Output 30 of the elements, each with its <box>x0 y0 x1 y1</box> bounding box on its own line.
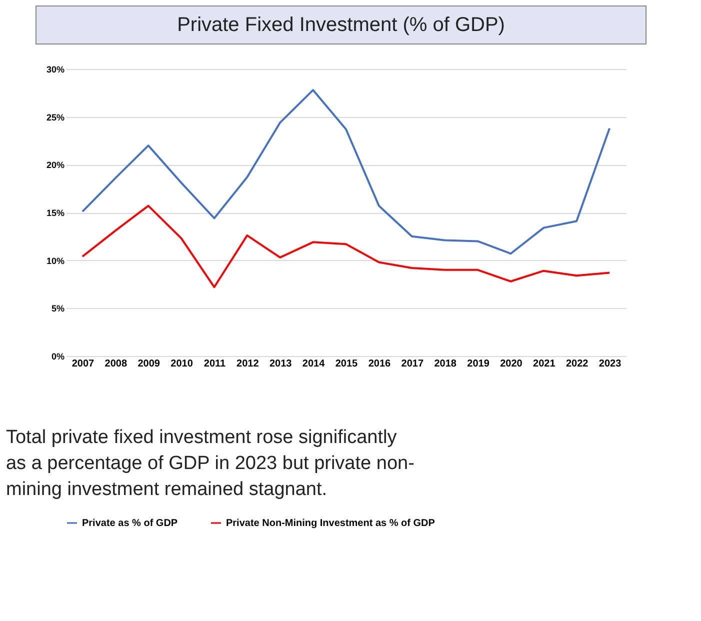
y-tick-label: 20% <box>46 160 64 170</box>
x-tick-label: 2023 <box>598 358 622 370</box>
x-tick-label: 2012 <box>236 358 260 370</box>
x-tick-label: 2013 <box>269 358 292 370</box>
legend-label: Private Non-Mining Investment as % of GDP <box>226 518 436 529</box>
x-tick-label: 2021 <box>533 358 556 370</box>
x-tick-label: 2017 <box>401 358 424 370</box>
text: Total private fixed investment rose significantly as a percentage of GDP in 2023 but private non-mining investment remained stagnant. <box>6 427 414 500</box>
x-tick-label: 2019 <box>467 358 490 370</box>
x-tick-label: 2008 <box>104 358 128 370</box>
x-tick-label: 2020 <box>500 358 523 370</box>
x-tick-label: 2010 <box>170 358 194 370</box>
line-series <box>81 89 611 255</box>
x-tick-label: 2015 <box>335 358 358 370</box>
y-tick-label: 5% <box>51 304 64 314</box>
x-tick-label: 2007 <box>72 358 95 370</box>
chart-title: Private Fixed Investment (% of GDP) <box>177 14 505 36</box>
x-tick-label: 2022 <box>566 358 589 370</box>
y-tick-label: 30% <box>46 64 64 74</box>
line-series <box>81 204 611 288</box>
y-tick-label: 25% <box>46 112 64 122</box>
legend-label: Private as % of GDP <box>82 518 178 529</box>
y-tick-label: 10% <box>46 256 64 266</box>
x-tick-label: 2018 <box>434 358 457 370</box>
x-tick-label: 2014 <box>302 358 326 370</box>
x-tick-label: 2016 <box>368 358 391 370</box>
x-tick-label: 2009 <box>138 358 160 370</box>
x-tick-label: 2011 <box>204 358 226 370</box>
y-tick-label: 15% <box>46 208 64 218</box>
y-tick-label: 0% <box>51 352 64 362</box>
